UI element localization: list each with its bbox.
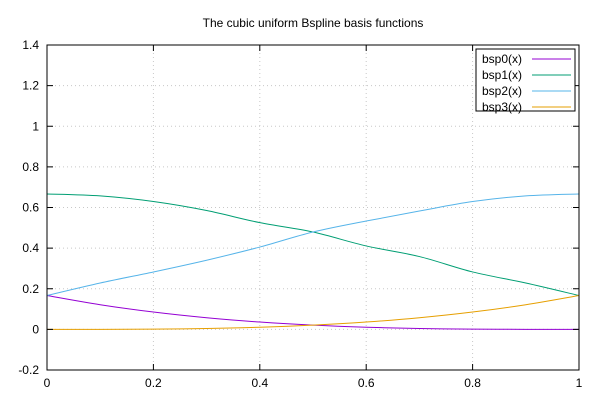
y-tick-label: 0.8 [22, 160, 39, 174]
x-tick-label: 0.4 [251, 376, 268, 390]
legend-label: bsp2(x) [482, 84, 522, 98]
series-line-bsp2x [46, 193, 580, 296]
x-tick-label: 0.8 [464, 376, 481, 390]
y-tick-label: -0.2 [18, 363, 39, 377]
legend-label: bsp0(x) [482, 52, 522, 66]
chart-title: The cubic uniform Bspline basis function… [203, 16, 424, 30]
series-line-bsp3x [46, 295, 580, 330]
tick-layer: -0.2 0 0.2 0.4 0.6 0.8 1 1.2 1.4 0 0.2 0.4 0.6 0.8 1 [18, 38, 582, 390]
y-tick-label: 0.4 [22, 241, 39, 255]
y-tick-label: 0.6 [22, 201, 39, 215]
series-line-bsp0x [46, 295, 580, 330]
y-tick-label: 0.2 [22, 282, 39, 296]
legend-label: bsp1(x) [482, 68, 522, 82]
y-tick-label: 1.4 [22, 38, 39, 52]
legend-label: bsp3(x) [482, 100, 522, 114]
y-tick-label: 1 [32, 119, 39, 133]
y-tick-label: 0 [32, 322, 39, 336]
x-tick-label: 0.2 [145, 376, 162, 390]
series-layer [46, 193, 580, 330]
y-tick-label: 1.2 [22, 79, 39, 93]
series-line-bsp1x [46, 193, 580, 296]
legend: bsp0(x) bsp1(x) bsp2(x) bsp3(x) [475, 48, 576, 114]
x-tick-label: 0 [44, 376, 51, 390]
x-tick-label: 0.6 [358, 376, 375, 390]
x-tick-label: 1 [576, 376, 583, 390]
